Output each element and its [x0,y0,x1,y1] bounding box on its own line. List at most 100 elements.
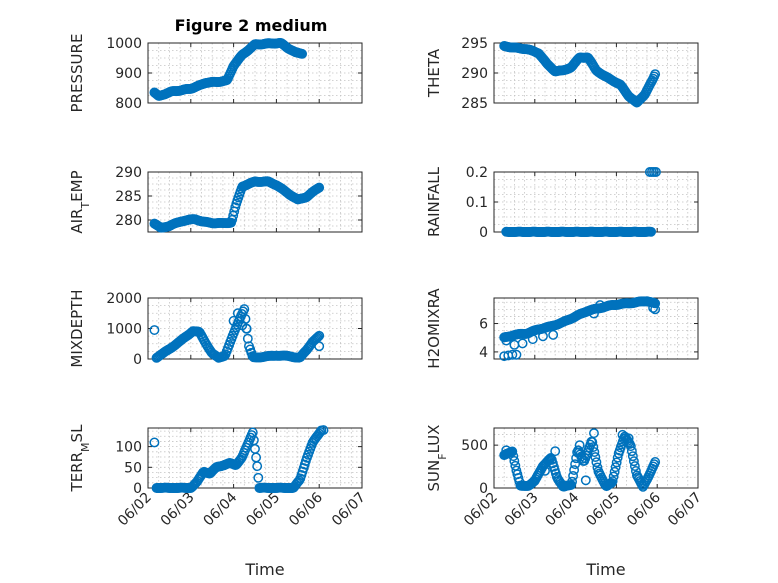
y-axis-label-main: SUN [425,460,443,492]
x-axis-label: Time [585,560,625,579]
y-axis-label-main: THETA [425,48,443,98]
data-point [630,466,641,476]
data-point [595,300,606,311]
axes-theta: 285 290 295 THETA [425,36,699,112]
data-point [607,476,618,487]
y-axis-label: THETA [425,48,443,98]
data-point [297,48,308,59]
data-point [228,315,239,326]
figure-title: Figure 2 medium [175,16,328,35]
y-tick-label: 0 [479,225,488,241]
y-tick-label: 1000 [106,36,142,52]
data-point [609,466,620,477]
data-point [610,462,621,473]
y-axis-label: PRESSURE [68,34,86,113]
y-tick-label: 100 [115,440,142,456]
x-tick-label: 06/03 [502,490,542,530]
data-point [527,334,538,345]
y-axis-label-main: PRESSURE [68,34,86,113]
y-axis-label-rest: LUX [425,425,443,454]
y-axis-label: TERRMSL [68,424,92,493]
data-point [538,331,548,342]
y-axis-label-sub: T [79,202,92,210]
data-point [253,472,264,483]
y-tick-label: 2000 [106,291,142,307]
data-point [591,457,602,468]
y-axis-label-main: TERR [68,452,86,493]
y-tick-label: 1000 [106,322,142,338]
y-axis-label: MIXDEPTH [68,289,86,367]
data-point [507,446,518,457]
y-axis-label-main: MIXDEPTH [68,289,86,367]
data-point [627,451,638,462]
data-point [650,298,661,309]
data-point [650,69,661,80]
y-tick-label: 285 [115,189,142,205]
data-point [590,452,601,463]
data-point [511,349,522,360]
data-point [623,433,634,444]
y-tick-label: 295 [461,36,488,52]
data-point [314,341,325,352]
y-tick-label: 285 [461,96,488,112]
axes-frame [493,297,699,360]
data-point [589,428,599,439]
x-tick-label: 06/06 [286,489,326,529]
y-tick-label: 500 [461,438,488,454]
data-point [509,456,520,466]
data-point [588,442,599,453]
x-tick-label: 06/05 [243,490,283,530]
y-tick-label: 0.2 [466,165,488,181]
y-axis-label-rest: EMP [68,170,86,201]
data-point [242,333,253,344]
y-axis-label-main: AIR [68,209,86,234]
data-point [567,476,578,487]
data-point [550,446,561,457]
data-point [314,330,325,341]
y-axis-label-main: H2OMIXRA [425,288,443,369]
y-tick-label: 50 [124,460,142,476]
x-tick-label: 06/03 [158,490,198,530]
data-point [651,167,661,177]
data-point [650,456,661,467]
data-point [507,349,518,360]
data-point [646,226,657,237]
axes-pressure: 800 900 1000 PRESSURE [68,34,363,113]
data-point [232,308,243,319]
data-point [570,459,581,470]
axes-rainfall: 0 0.1 0.2 RAINFALL [425,165,699,241]
y-tick-label: 0 [133,352,142,368]
x-tick-label: 06/07 [329,490,369,530]
y-tick-label: 800 [115,96,142,112]
x-tick-label: 06/07 [665,490,705,530]
axes-frame [493,427,699,489]
y-axis-label-rest: SL [68,424,86,443]
y-axis-label: SUNFLUX [425,425,449,492]
data-point [501,335,512,346]
data-point [580,475,591,486]
data-point [318,425,329,436]
data-point [219,351,230,361]
data-point [589,447,600,458]
x-tick-label: 06/04 [201,489,241,529]
data-point [587,437,598,448]
data-point [252,461,263,472]
data-point [628,456,639,467]
data-point [592,462,603,473]
y-tick-label: 4 [479,345,488,361]
data-point [548,329,559,340]
data-point [241,323,252,334]
data-point [569,465,580,475]
y-tick-label: 6 [479,317,488,333]
data-point [629,461,640,472]
y-tick-label: 290 [115,165,142,181]
data-point [508,451,519,462]
axes-frame [147,171,363,233]
y-tick-label: 290 [461,66,488,82]
data-point [234,455,245,466]
y-tick-label: 0 [133,481,142,497]
